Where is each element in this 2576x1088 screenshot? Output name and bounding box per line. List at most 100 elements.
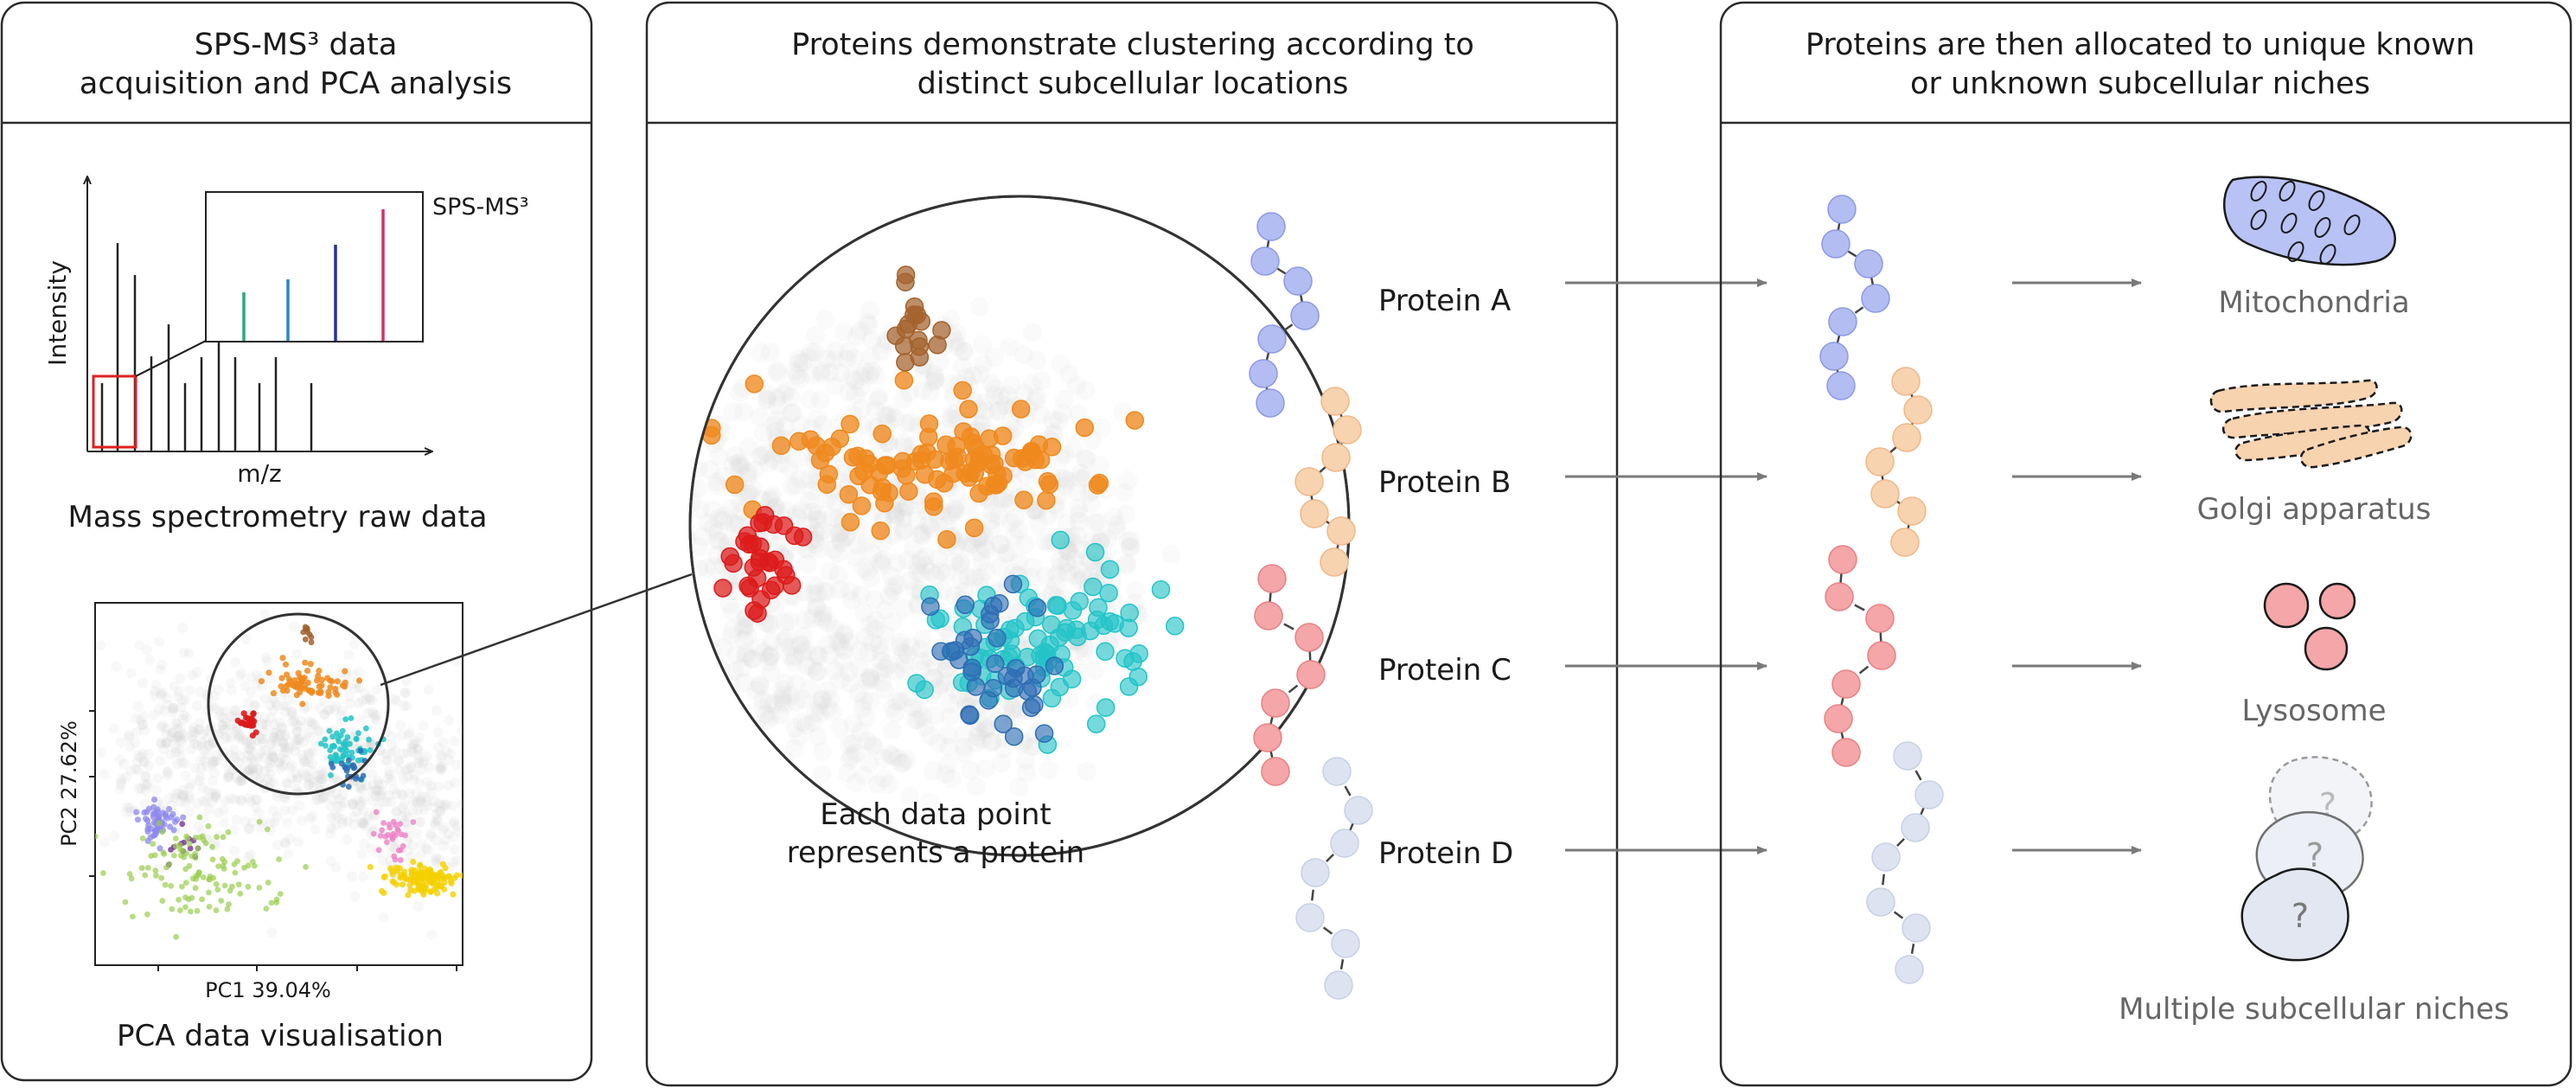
- pca-point-green: [95, 833, 99, 840]
- pca-point-background: [332, 800, 343, 811]
- zoom-point-background: [831, 363, 851, 383]
- zoom-point-background: [937, 516, 956, 536]
- pca-point-background: [166, 732, 177, 743]
- pca-point-orange: [284, 671, 291, 678]
- pca-point-yellow: [428, 870, 435, 877]
- protein-label-b: Protein B: [1378, 465, 1511, 500]
- zoom-point-cyan: [1151, 579, 1171, 599]
- zoom-point-background: [800, 470, 820, 490]
- pca-point-background: [284, 742, 295, 753]
- zoom-point-background: [857, 312, 877, 332]
- zoom-point-background: [860, 668, 880, 688]
- pca-point-background: [256, 733, 267, 745]
- pca-point-yellow: [393, 867, 400, 874]
- pca-point-background: [377, 797, 388, 808]
- pca-point-background: [230, 656, 241, 668]
- pca-point-background: [99, 769, 110, 780]
- zoom-point-background: [851, 585, 871, 605]
- pca-point-background: [431, 809, 442, 820]
- pca-point-background: [449, 816, 459, 827]
- pca-point-background: [161, 737, 172, 748]
- zoom-point-background: [1077, 450, 1096, 469]
- chain-residue-3: [1322, 757, 1352, 786]
- zoom-point-background: [885, 508, 905, 528]
- zoom-point-background: [1058, 470, 1078, 490]
- niche-label-mitochondria: Mitochondria: [2218, 285, 2409, 320]
- pca-point-background: [475, 752, 485, 763]
- pca-point-purple: [133, 809, 140, 816]
- pca-point-background: [121, 771, 132, 783]
- pca-point-background: [441, 799, 451, 810]
- pca-point-background: [261, 656, 272, 667]
- zoom-point-background: [949, 336, 968, 356]
- zoom-point-background: [976, 561, 996, 581]
- pca-point-background: [274, 730, 285, 741]
- zoom-point-blue: [1027, 598, 1047, 618]
- pca-point-background: [209, 756, 221, 767]
- pca-point-background: [344, 691, 355, 702]
- allocated-protein-chains: [1819, 195, 1944, 984]
- pca-point-background: [209, 767, 221, 778]
- zoom-point-background: [995, 543, 1015, 563]
- zoom-point-background: [807, 598, 827, 618]
- pca-point-background: [278, 804, 290, 816]
- zoom-point-background: [653, 547, 672, 566]
- pca-point-background: [348, 819, 360, 830]
- zoom-point-background: [1092, 418, 1112, 438]
- zoom-point-background: [800, 389, 820, 409]
- chain-bond: [1339, 959, 1345, 970]
- chain-bond: [1326, 854, 1334, 862]
- zoom-point-background: [815, 310, 835, 330]
- pca-point-background: [195, 686, 205, 697]
- pca-point-green: [221, 866, 227, 872]
- pca-point-purple: [150, 796, 158, 803]
- zoom-point-background: [990, 557, 1010, 577]
- zoom-point-background: [975, 759, 995, 778]
- pca-point-yellow: [406, 882, 413, 889]
- zoom-point-background: [1015, 534, 1035, 554]
- pca-point-background: [210, 791, 221, 803]
- pca-point-background: [275, 763, 286, 774]
- pca-point-background: [406, 746, 418, 757]
- zoom-point-background: [861, 568, 880, 588]
- pca-point-background: [371, 784, 382, 796]
- zoom-point-background: [750, 675, 770, 694]
- pca-point-background: [306, 765, 317, 776]
- pca-point-green: [245, 862, 252, 869]
- pca-point-yellow: [423, 886, 430, 893]
- pca-point-background: [412, 743, 423, 754]
- zoom-point-background: [866, 619, 885, 639]
- pca-point-background: [150, 679, 162, 690]
- pca-point-red: [242, 721, 249, 728]
- zoom-point-background: [806, 509, 826, 529]
- pca-point-background: [398, 774, 409, 785]
- pca-x-label: PC1 39.04%: [205, 978, 331, 1002]
- zoom-point-background: [779, 458, 799, 478]
- chain-bond: [1265, 351, 1270, 362]
- zoom-point-background: [765, 598, 785, 618]
- zoom-point-background: [857, 731, 877, 751]
- zoom-point-background: [789, 354, 809, 374]
- pca-point-background: [413, 816, 425, 827]
- pca-point-background: [393, 755, 405, 765]
- pca-point-background: [284, 763, 296, 774]
- pca-plot: PC1 39.04% PC2 27.62% PCA data visualisa…: [57, 602, 485, 1053]
- pca-point-background: [150, 784, 162, 796]
- pca-point-background: [243, 824, 254, 835]
- zoom-point-cyan: [1050, 677, 1070, 697]
- pca-point-green: [195, 845, 201, 852]
- zoom-point-background: [850, 722, 870, 742]
- panel-title-line1: SPS-MS³ data: [195, 28, 398, 62]
- zoom-point-background: [975, 393, 994, 413]
- zoom-point-background: [1070, 511, 1089, 531]
- pca-point-background: [208, 756, 219, 767]
- zoom-point-background: [662, 510, 681, 529]
- pca-point-background: [324, 828, 336, 839]
- pca-point-background: [350, 683, 361, 694]
- ms-spectrum-plot: Intensity m/z SPS-MS³ Mass spectrometry …: [43, 176, 529, 534]
- pca-point-background: [176, 751, 187, 762]
- pca-point-background: [183, 782, 195, 793]
- pca-point-purple: [156, 814, 163, 821]
- pca-point-background: [197, 782, 208, 793]
